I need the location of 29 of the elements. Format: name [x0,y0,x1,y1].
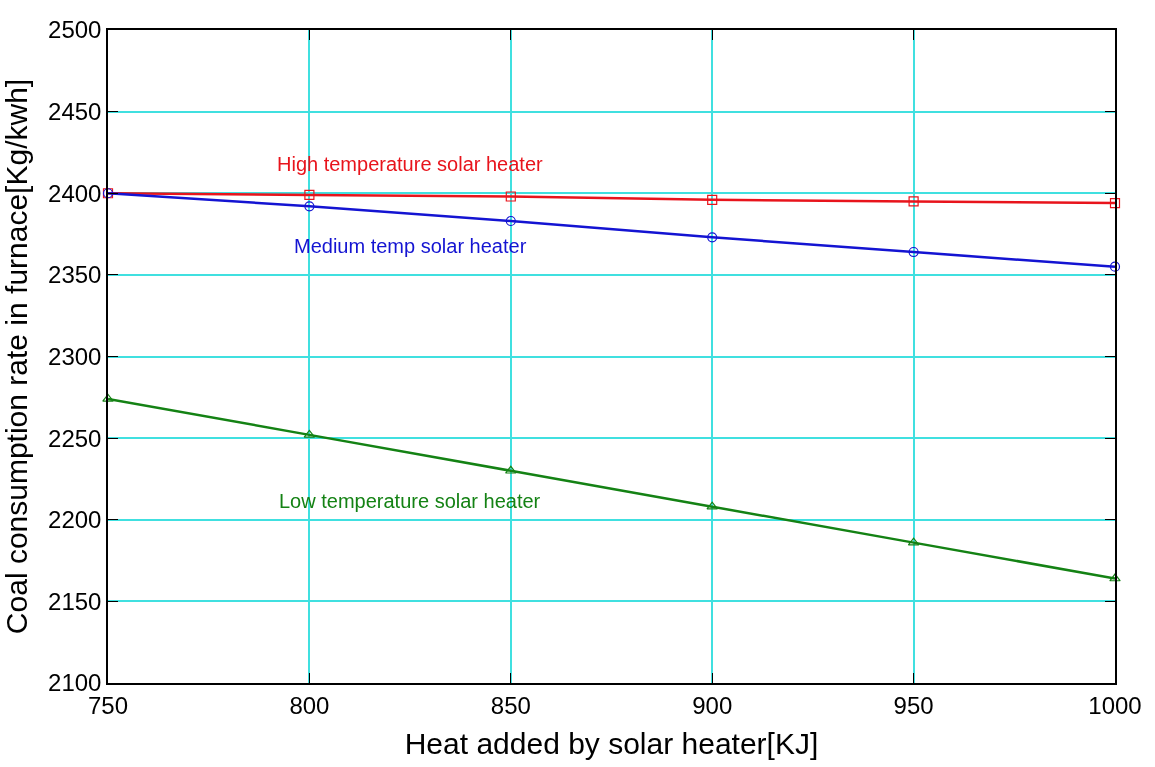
y-tick-label: 2200 [48,506,102,534]
y-tick-label: 2150 [48,587,102,615]
point [706,501,718,510]
point [505,215,516,227]
x-tick-label: 800 [289,691,330,719]
point [908,246,919,258]
y-tick-label: 2300 [48,342,102,370]
x-tick-label: 900 [692,691,733,719]
point [505,191,516,202]
point [102,393,114,402]
point [1109,197,1121,209]
y-tick-label: 2500 [48,16,102,44]
point [908,196,919,207]
x-tick-label: 850 [490,691,531,719]
y-axis-title: Coal consumption rate in furnace[Kg/kwh] [0,78,33,635]
point [505,465,517,474]
x-axis-title: Heat added by solar heater[KJ] [404,726,819,760]
point [707,232,718,243]
point [707,194,718,205]
y-tick-label: 2250 [48,424,102,452]
y-tick-label: 2450 [48,98,102,126]
y-tick-label: 2400 [48,179,102,207]
y-tick-label: 2350 [48,261,102,289]
x-tick-label: 950 [893,691,934,719]
x-tick-label: 1000 [1088,691,1142,719]
point [304,201,315,212]
point [1109,573,1121,582]
point [1109,261,1121,272]
point [304,189,315,200]
